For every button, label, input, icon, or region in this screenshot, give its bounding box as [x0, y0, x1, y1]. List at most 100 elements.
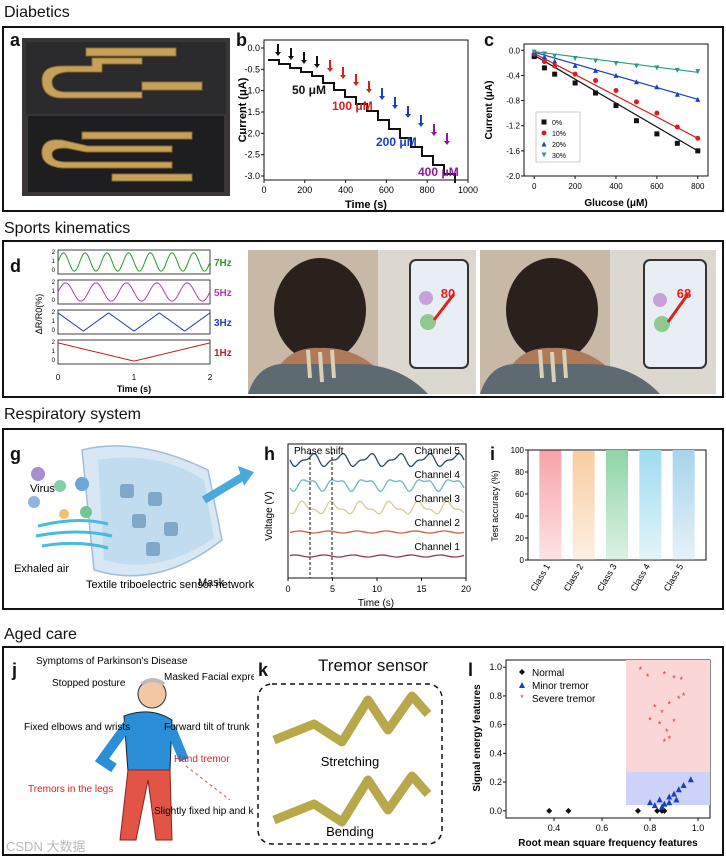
- legend-label: 30%: [552, 153, 566, 160]
- data-point: [666, 793, 673, 800]
- chart-h: Channel 5 Channel 4 Channel 3 Channel 2 Chan…: [264, 443, 471, 609]
- data-point: *: [653, 702, 657, 712]
- injection-arrowhead: [275, 52, 281, 56]
- data-point: [633, 63, 639, 69]
- y-tick-label: 0: [52, 328, 56, 334]
- photo-f: 68: [480, 250, 716, 394]
- data-point: [633, 118, 639, 124]
- data-point: [654, 131, 660, 137]
- trace-1Hz: [57, 342, 211, 362]
- y-tick-label: 0.4: [489, 748, 502, 758]
- annotation-200uM: 200 μM: [376, 135, 417, 149]
- label-fixed-elbows: Fixed elbows and wrists: [24, 722, 130, 733]
- y-axis-label: Voltage (V): [264, 491, 275, 540]
- x-tick-label: 5: [330, 584, 335, 594]
- data-point: [674, 124, 680, 130]
- y-tick-label: -2.0: [244, 128, 260, 138]
- y-tick-label: -2.5: [244, 150, 260, 160]
- bar-class-5: [672, 450, 695, 560]
- data-point: [593, 67, 599, 73]
- panel-label-c: c: [484, 30, 495, 50]
- y-tick-label: 40: [515, 512, 524, 521]
- x-tick-label: 0: [532, 182, 537, 191]
- y-tick-label: 0.6: [489, 720, 502, 730]
- data-point: [687, 776, 694, 783]
- data-point: [674, 140, 680, 146]
- chart-l: 0.4 0.6 0.8 1.00.00.20.40.60.81.0 ** * * *****…: [472, 659, 711, 849]
- plot-frame: [263, 39, 469, 181]
- x-tick-label: 800: [420, 185, 435, 195]
- legend-label: Minor tremor: [532, 681, 589, 692]
- label-exhaled-air: Exhaled air: [14, 563, 69, 575]
- y-tick-label: -1.5: [244, 107, 260, 117]
- chart-d: 7Hz 0 1 2 5Hz 0 1 2 3Hz 0 1 2 1Hz 0 1 2 0 1 2 ΔR/R0(%) Tim…: [34, 249, 232, 394]
- head: [274, 258, 366, 362]
- y-axis-label: ΔR/R0(%): [34, 294, 44, 335]
- x-tick-label: 400: [338, 185, 353, 195]
- data-point: [654, 807, 661, 814]
- frame-diabetics: [2, 26, 724, 212]
- x-axis-label: Root mean square frequency features: [518, 838, 698, 849]
- y-tick-label: 0: [52, 358, 56, 364]
- frame-sports: [2, 240, 724, 398]
- legend-label: 0%: [552, 120, 562, 127]
- injection-arrowhead: [418, 123, 424, 127]
- severe-region: [626, 660, 710, 773]
- x-tick-label: 200: [568, 182, 582, 191]
- data-point: [593, 90, 599, 96]
- data-point: *: [663, 669, 667, 679]
- channel-label: Channel 2: [414, 518, 460, 529]
- injection-arrowhead: [366, 89, 372, 93]
- phase-shift-label: Phase shift: [294, 446, 344, 457]
- data-point: [531, 49, 537, 55]
- channel-label: Channel 1: [414, 542, 460, 553]
- data-point: [593, 77, 599, 83]
- y-axis-label: Current (μA): [484, 81, 495, 140]
- data-point: [656, 796, 663, 803]
- annotation-400uM: 400 μM: [418, 165, 459, 179]
- label-bending: Bending: [326, 824, 374, 839]
- x-tick-label: 600: [379, 185, 394, 195]
- photo-e: 80: [248, 250, 476, 394]
- frame-aged-care: [2, 646, 724, 856]
- trace-frame: [57, 339, 211, 365]
- x-tick-label: 2: [208, 373, 213, 382]
- data-point: [666, 799, 673, 806]
- sensor-bending: [272, 771, 432, 827]
- y-tick-label: 100: [511, 446, 525, 455]
- injection-arrowhead: [353, 82, 359, 86]
- trace-frame: [57, 309, 211, 335]
- legs: [119, 769, 173, 841]
- y-tick-label: 0: [520, 556, 525, 565]
- label-virus: Virus: [30, 483, 55, 495]
- data-point: [654, 65, 660, 71]
- data-point: [552, 53, 558, 59]
- data-point: *: [639, 665, 643, 675]
- current-trace: [268, 59, 456, 183]
- plot-frame: [287, 443, 467, 579]
- data-point: [572, 80, 578, 86]
- legend-marker: [541, 141, 547, 147]
- section-title-sports: Sports kinematics: [4, 220, 131, 237]
- head: [506, 258, 598, 362]
- y-tick-label: 1: [52, 319, 56, 325]
- injection-arrowhead: [314, 64, 320, 68]
- trace-label: 1Hz: [214, 348, 232, 359]
- y-tick-label: 2: [52, 250, 56, 256]
- x-tick-label: 0: [56, 373, 61, 382]
- injection-arrowhead: [301, 60, 307, 64]
- data-point: *: [665, 727, 669, 737]
- legend-label: Severe tremor: [532, 694, 596, 705]
- data-point: [541, 51, 547, 57]
- legend-marker: [541, 152, 547, 158]
- mask-diagram: Virus Exhaled air Textile triboelectric …: [14, 445, 255, 591]
- data-point: *: [672, 674, 676, 684]
- x-tick-label: 20: [461, 584, 471, 594]
- injection-arrowhead: [392, 105, 398, 109]
- legend-marker: [519, 669, 525, 675]
- x-tick-label: 10: [372, 584, 382, 594]
- x-tick-label: 200: [297, 185, 312, 195]
- annotation-50uM: 50 μM: [292, 83, 326, 97]
- panel-label-j: j: [12, 660, 18, 680]
- x-axis-label: Glucose (μM): [584, 198, 647, 209]
